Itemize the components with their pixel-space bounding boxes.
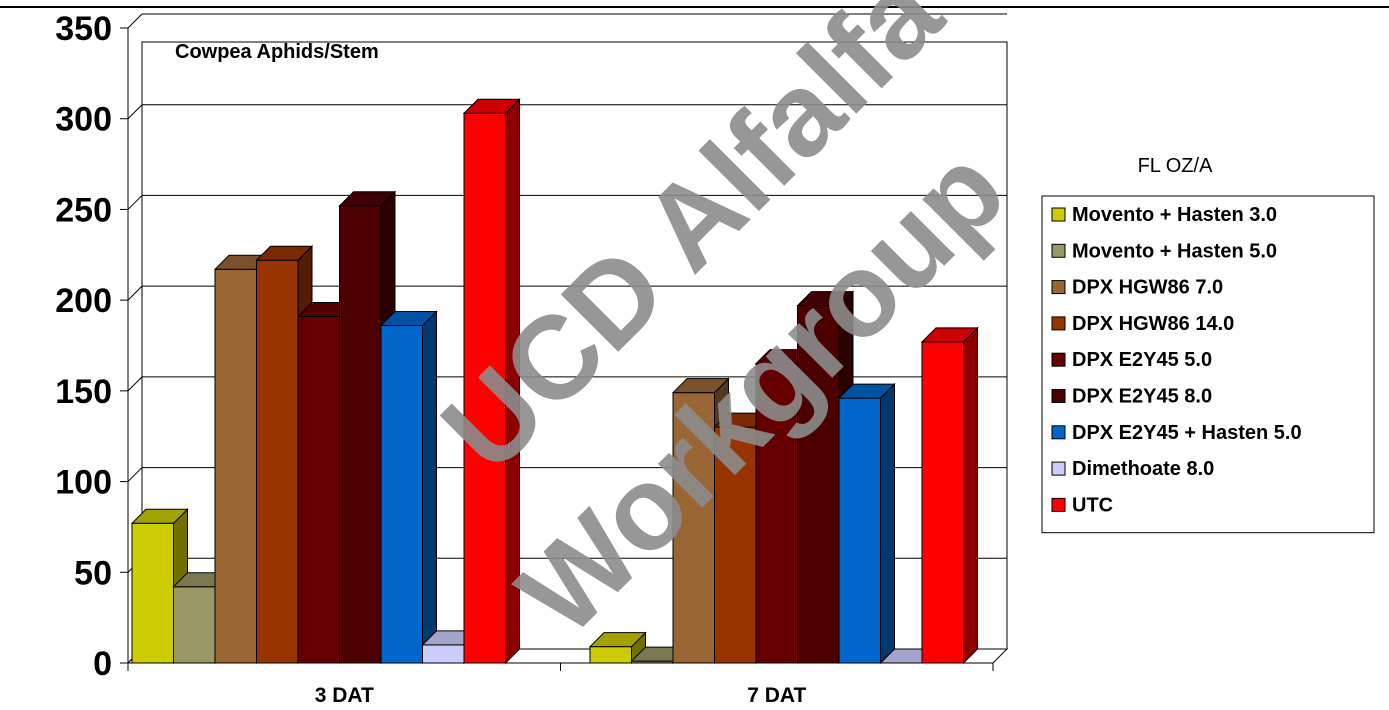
bar xyxy=(837,382,896,665)
grid-diagonal xyxy=(127,195,143,210)
y-tick-label: 300 xyxy=(55,101,112,139)
bar xyxy=(920,326,979,665)
legend-label: DPX E2Y45 + Hasten 5.0 xyxy=(1072,422,1302,444)
legend-label: DPX E2Y45 5.0 xyxy=(1072,349,1212,371)
legend-swatch xyxy=(1051,243,1066,258)
y-tick-label: 250 xyxy=(55,191,112,229)
legend-item: Movento + Hasten 5.0 xyxy=(1051,240,1277,262)
chart-annotation: Cowpea Aphids/Stem xyxy=(175,41,379,63)
legend-swatch xyxy=(1051,461,1066,476)
bar xyxy=(462,98,521,665)
legend: FL OZ/A Movento + Hasten 3.0 Movento + Has… xyxy=(1041,155,1375,534)
y-tick-label: 100 xyxy=(55,464,112,502)
bars xyxy=(130,98,979,665)
legend-label: Movento + Hasten 5.0 xyxy=(1072,240,1277,262)
grid-diagonal xyxy=(127,285,143,301)
legend-swatch xyxy=(1051,497,1066,512)
y-tick-label: 200 xyxy=(55,282,112,320)
grid-diagonal xyxy=(127,376,143,392)
legend-box xyxy=(1041,195,1375,534)
legend-item: Movento + Hasten 3.0 xyxy=(1051,204,1277,226)
legend-item: DPX E2Y45 + Hasten 5.0 xyxy=(1051,422,1302,444)
legend-label: DPX HGW86 14.0 xyxy=(1072,313,1234,335)
y-axis-ticks: 0 50 100 150 200 250 300 350 xyxy=(55,10,128,683)
legend-label: Movento + Hasten 3.0 xyxy=(1072,204,1277,226)
y-tick-label: 0 xyxy=(93,645,112,683)
x-axis-categories: 3 DAT 7 DAT xyxy=(315,684,807,707)
legend-swatch xyxy=(1051,207,1066,222)
legend-item: DPX E2Y45 8.0 xyxy=(1051,386,1212,408)
legend-swatch xyxy=(1051,389,1066,403)
legend-swatch xyxy=(1051,425,1066,440)
bar xyxy=(379,310,438,665)
legend-swatch xyxy=(1051,280,1066,295)
legend-item: UTC xyxy=(1051,494,1113,516)
y-tick-label: 350 xyxy=(55,10,112,48)
legend-swatch xyxy=(1051,316,1066,331)
y-tick-label: 50 xyxy=(74,554,112,592)
grid-diagonal xyxy=(127,104,143,120)
legend-label: Dimethoate 8.0 xyxy=(1072,458,1214,480)
legend-label: DPX HGW86 7.0 xyxy=(1072,277,1223,299)
legend-swatch xyxy=(1051,352,1066,367)
legend-label: DPX E2Y45 8.0 xyxy=(1072,386,1212,408)
y-tick-label: 150 xyxy=(55,373,112,411)
bar xyxy=(588,631,647,665)
legend-item: DPX HGW86 7.0 xyxy=(1051,277,1223,299)
grid-diagonal xyxy=(127,467,143,482)
grid-diagonal xyxy=(127,13,143,29)
legend-item: DPX HGW86 14.0 xyxy=(1051,313,1234,335)
legend-label: UTC xyxy=(1072,494,1113,516)
bar xyxy=(671,377,730,665)
x-category-label: 3 DAT xyxy=(315,684,374,707)
x-category-label: 7 DAT xyxy=(747,684,806,707)
legend-item: DPX E2Y45 5.0 xyxy=(1051,349,1212,371)
legend-item: Dimethoate 8.0 xyxy=(1051,458,1214,480)
legend-title: FL OZ/A xyxy=(1138,155,1213,177)
